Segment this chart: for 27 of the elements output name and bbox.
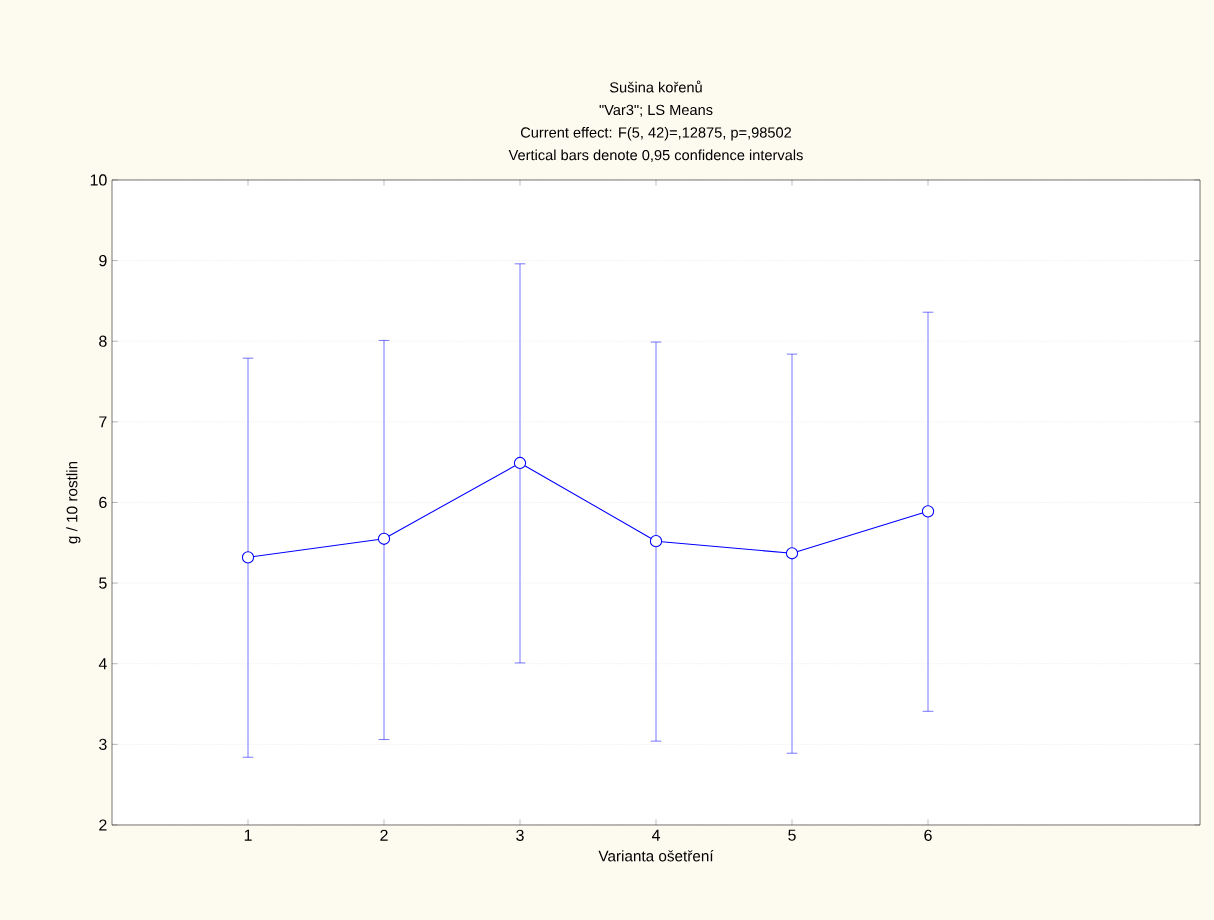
point — [785, 547, 799, 560]
y-tick-label: 4 — [98, 658, 107, 670]
point — [513, 456, 527, 470]
y-tick-label: 8 — [99, 335, 107, 347]
x-tick-label: 3 — [516, 829, 524, 841]
y-tick-label: 7 — [99, 416, 107, 428]
x-tick-label: 6 — [924, 829, 932, 841]
text: Current effect: F(5, 42)=,12875, p=,98502 — [520, 126, 792, 141]
point — [649, 535, 663, 548]
y-tick-label: 6 — [99, 496, 107, 509]
point — [921, 505, 935, 518]
y-tick-label: 2 — [99, 819, 107, 831]
text: Vertical bars denote 0,95 confidence intervals — [508, 149, 803, 162]
x-tick-label: 1 — [244, 829, 252, 841]
y-tick-label: 10 — [90, 174, 107, 186]
x-tick-label: 4 — [651, 829, 660, 841]
x-tick-label: 2 — [380, 829, 388, 841]
y-tick-label: 9 — [99, 254, 107, 267]
x-tick-label: 5 — [788, 829, 796, 841]
y-axis-title: g / 10 rostlin — [66, 461, 81, 544]
point — [377, 532, 391, 545]
y-tick-label: 3 — [99, 738, 107, 750]
y-tick-label: 5 — [99, 577, 107, 589]
chart-subtitle: "Var3"; LS Means — [599, 104, 713, 117]
point — [241, 551, 255, 564]
x-axis-title: Varianta ošetření — [598, 850, 714, 862]
chart-title: Sušina kořenů — [609, 80, 702, 93]
